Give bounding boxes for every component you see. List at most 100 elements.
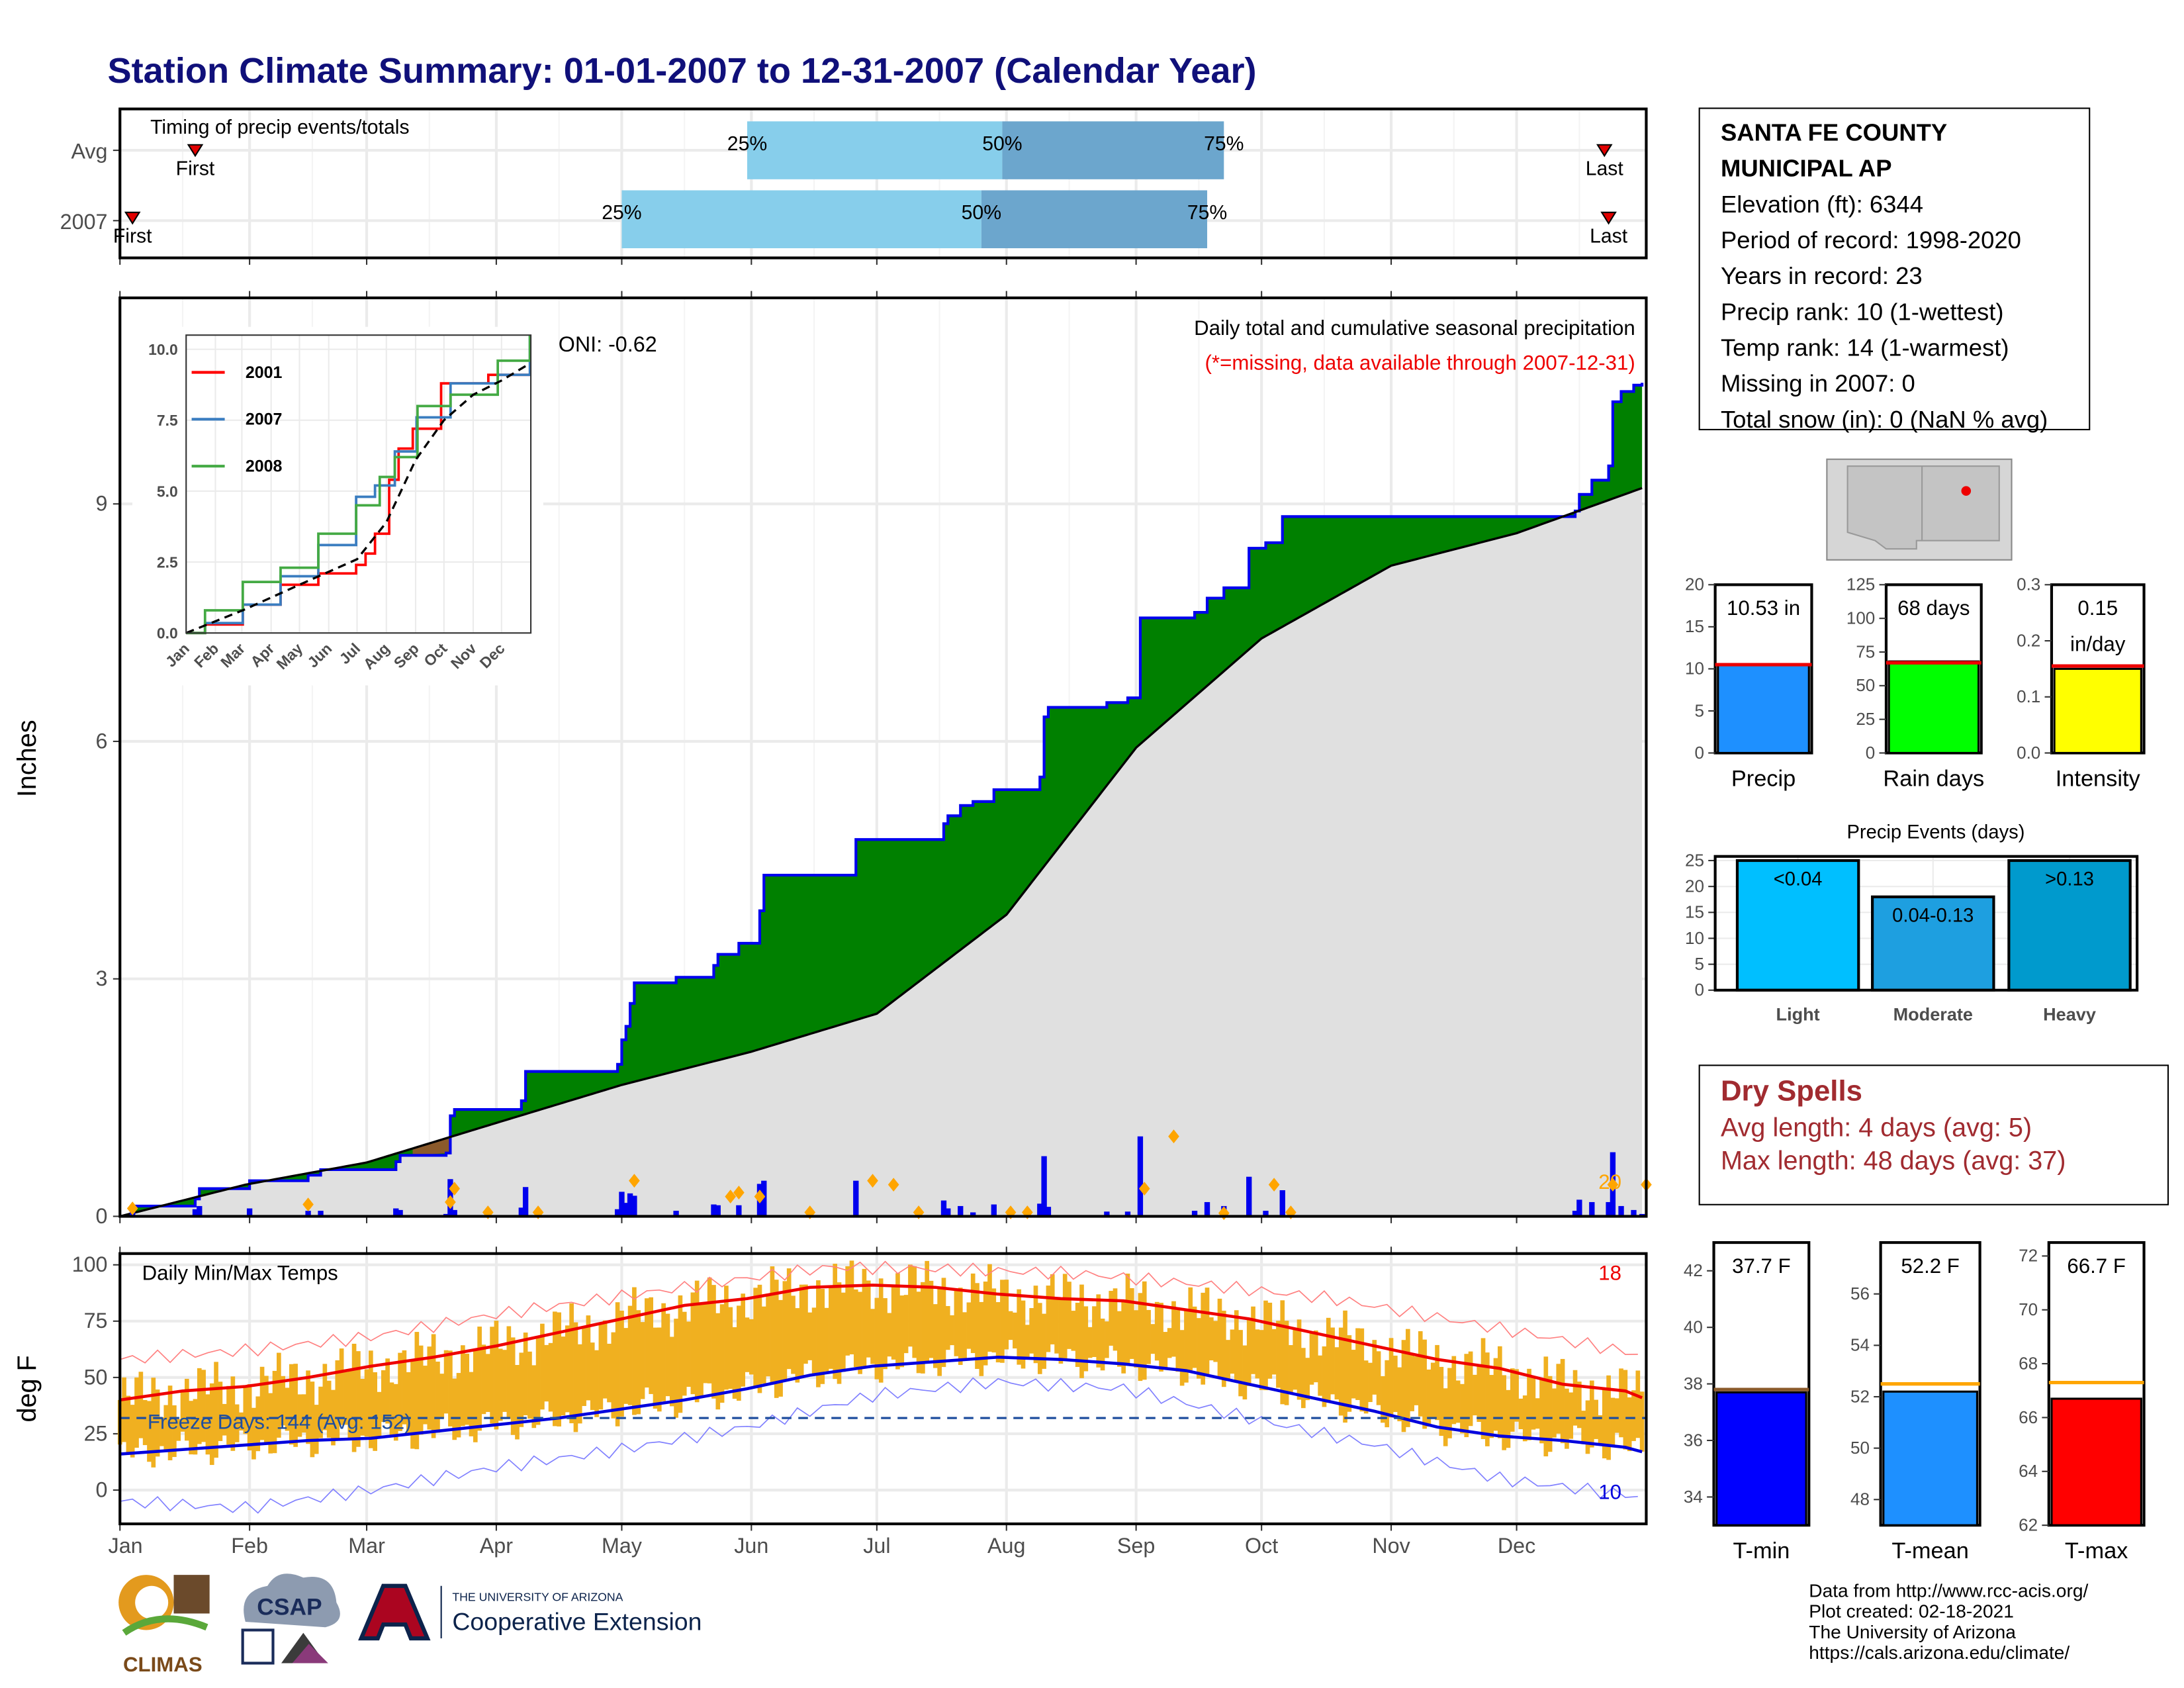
temp-daily-range-bar	[816, 1280, 821, 1387]
temp-daily-range-bar	[1376, 1351, 1381, 1405]
temp-y-tick-label: 50	[84, 1365, 108, 1389]
inset-y-tick-label: 0.0	[157, 625, 178, 642]
temp-daily-range-bar	[912, 1266, 917, 1358]
precip-daily-bar	[1576, 1199, 1582, 1217]
temp-daily-range-bar	[1305, 1358, 1310, 1401]
station-elevation: Elevation (ft): 6344	[1720, 190, 1923, 218]
temp-daily-range-bar	[402, 1350, 407, 1425]
precip-y-tick-label: 0	[96, 1204, 108, 1228]
temp-daily-range-bar	[829, 1286, 833, 1369]
temp-daily-range-bar	[360, 1378, 365, 1436]
summary-bar-0-y-tick-label: 15	[1685, 616, 1704, 636]
temp-daily-range-bar	[247, 1384, 252, 1451]
temp-daily-range-bar	[1184, 1309, 1189, 1383]
temp-daily-range-bar	[715, 1313, 721, 1410]
temp-summary-bar-2-value-label: 66.7 F	[2067, 1254, 2126, 1278]
temp-daily-range-bar	[1029, 1308, 1034, 1354]
temp-daily-range-bar	[306, 1370, 310, 1444]
temp-daily-range-bar	[908, 1264, 913, 1347]
timing-label-50: 50%	[962, 202, 1001, 224]
precip-average-area	[120, 488, 1643, 1217]
temp-daily-range-bar	[297, 1394, 302, 1437]
temp-daily-range-bar	[339, 1348, 344, 1425]
temp-daily-range-bar	[937, 1287, 942, 1376]
temp-avg-min-line	[120, 1355, 1643, 1456]
temp-daily-range-bar	[1585, 1400, 1590, 1454]
temp-daily-range-bar	[627, 1305, 633, 1405]
temp-freeze-label: Freeze Days: 144 (Avg: 152)	[148, 1410, 412, 1433]
timing-label-75: 75%	[1204, 133, 1244, 155]
temp-daily-range-bar	[661, 1303, 666, 1401]
temp-summary-bar-0-value-label: 37.7 F	[1732, 1254, 1791, 1278]
temp-x-tick-label: Jan	[109, 1534, 143, 1558]
temp-daily-range-bar	[142, 1399, 148, 1446]
temp-daily-range-bar	[1381, 1376, 1385, 1423]
timing-bar-25-50	[621, 190, 981, 248]
temp-daily-range-bar	[1468, 1351, 1473, 1427]
precip-extreme-marker	[1268, 1178, 1280, 1192]
precip-daily-bar	[945, 1208, 951, 1217]
temp-y-axis-label: deg F	[13, 1355, 42, 1422]
locator-map	[1826, 458, 2013, 561]
temp-daily-range-bar	[1493, 1358, 1498, 1431]
temp-daily-range-bar	[711, 1285, 716, 1399]
temp-daily-range-bar	[1293, 1329, 1298, 1390]
temp-avg-max-line	[119, 1284, 1643, 1402]
inset-border	[185, 334, 532, 634]
temp-daily-range-bar	[694, 1280, 700, 1403]
precip-y-tick-label: 9	[96, 492, 108, 516]
summary-bar-1-category-label: Rain days	[1883, 766, 1984, 791]
climas-logo-text: CLIMAS	[123, 1653, 203, 1676]
temp-daily-range-bar	[970, 1273, 976, 1354]
temp-summary-bar-0-category-label: T-min	[1733, 1538, 1790, 1564]
temp-daily-range-bar	[1150, 1324, 1156, 1354]
precip-daily-bar	[1137, 1136, 1144, 1217]
precip-daily-bar	[631, 1196, 637, 1217]
timing-first-label: First	[176, 158, 215, 180]
temp-daily-range-bar	[669, 1336, 674, 1407]
temp-daily-range-bar	[958, 1288, 963, 1365]
temp-daily-range-bar	[435, 1361, 440, 1433]
precip-daily-bar	[1041, 1156, 1047, 1217]
station-years: Years in record: 23	[1720, 261, 1923, 290]
temp-daily-range-bar	[950, 1315, 954, 1346]
precip-extreme-marker	[887, 1178, 899, 1192]
temp-daily-range-bar	[1067, 1282, 1071, 1349]
temp-daily-range-bar	[209, 1383, 214, 1466]
temp-daily-range-bar	[782, 1281, 788, 1381]
temp-summary-bar-2-y-tick-label: 62	[2019, 1515, 2038, 1534]
timing-last-label: Last	[1590, 226, 1628, 248]
temp-daily-range-bar	[1602, 1389, 1607, 1459]
temp-daily-range-bar	[899, 1295, 905, 1368]
temp-daily-range-bar	[1046, 1286, 1051, 1352]
temp-daily-range-bar	[770, 1266, 775, 1385]
summary-bar-0-y-tick-label: 20	[1685, 575, 1704, 594]
events-y-tick-label: 5	[1694, 954, 1704, 974]
station-temp-rank: Temp rank: 14 (1-warmest)	[1720, 334, 2009, 361]
temp-daily-range-bar	[151, 1378, 156, 1468]
temp-daily-range-bar	[1100, 1318, 1105, 1371]
temp-daily-range-bar	[1405, 1329, 1410, 1427]
temp-daily-range-bar	[1125, 1274, 1130, 1366]
temp-daily-range-bar	[573, 1322, 578, 1432]
timing-bar-50-75	[981, 190, 1208, 248]
inset-y-tick-label: 5.0	[157, 483, 178, 500]
temp-daily-range-bar	[1042, 1313, 1046, 1369]
temp-daily-range-bar	[218, 1382, 223, 1441]
timing-label-50: 50%	[982, 133, 1022, 155]
events-category-label: Moderate	[1893, 1004, 1973, 1025]
temp-daily-range-bar	[1171, 1301, 1176, 1357]
temp-daily-range-bar	[607, 1343, 612, 1403]
temp-daily-range-bar	[369, 1350, 373, 1448]
precip-daily-bar	[1104, 1211, 1110, 1217]
ua-cooperative-extension-logo: THE UNIVERSITY OF ARIZONA Cooperative Ex…	[358, 1583, 702, 1641]
temp-daily-range-bar	[243, 1385, 248, 1434]
inset-legend-label: 2001	[246, 363, 283, 382]
summary-bar-2-category-label: Intensity	[2056, 766, 2141, 791]
temp-daily-range-bar	[1477, 1364, 1482, 1422]
temp-x-tick-label: Sep	[1117, 1534, 1155, 1558]
events-y-tick-label: 0	[1694, 980, 1704, 1000]
precip-daily-bar	[1246, 1176, 1252, 1217]
temp-daily-range-bar	[185, 1378, 189, 1441]
precip-right-count: 20	[1598, 1170, 1621, 1194]
